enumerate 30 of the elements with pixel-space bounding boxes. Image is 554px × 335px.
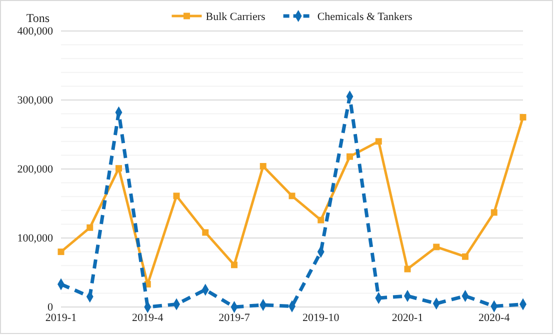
point <box>116 165 122 172</box>
point <box>490 209 498 216</box>
point <box>520 114 526 120</box>
y-tick-label: 0 <box>48 302 54 314</box>
y-axis-title: Tons <box>26 11 50 25</box>
x-tick-label: 2019-10 <box>302 312 340 324</box>
y-tick-label: 300,000 <box>17 94 54 107</box>
point <box>202 229 209 236</box>
y-tick-label: 100,000 <box>17 232 54 245</box>
x-tick-label: 2020-1 <box>392 312 424 324</box>
legend-label: Bulk Carriers <box>206 11 266 23</box>
point <box>433 244 440 250</box>
point <box>288 192 296 200</box>
point <box>346 153 353 160</box>
y-tick-label: 400,000 <box>17 26 54 38</box>
point <box>58 248 64 256</box>
point <box>173 192 180 200</box>
y-tick-label: 200,000 <box>17 164 54 176</box>
legend-label: Chemicals & Tankers <box>317 11 412 23</box>
x-tick-label: 2019-4 <box>132 312 164 324</box>
point <box>86 224 94 231</box>
point <box>260 163 266 170</box>
point <box>404 266 411 272</box>
x-tick-label: 2019-1 <box>45 312 77 324</box>
x-tick-label: 2020-4 <box>478 312 510 324</box>
point <box>462 253 468 260</box>
x-tick-label: 2019-7 <box>218 312 250 324</box>
point <box>231 262 238 268</box>
point <box>318 216 324 224</box>
point <box>375 138 382 145</box>
